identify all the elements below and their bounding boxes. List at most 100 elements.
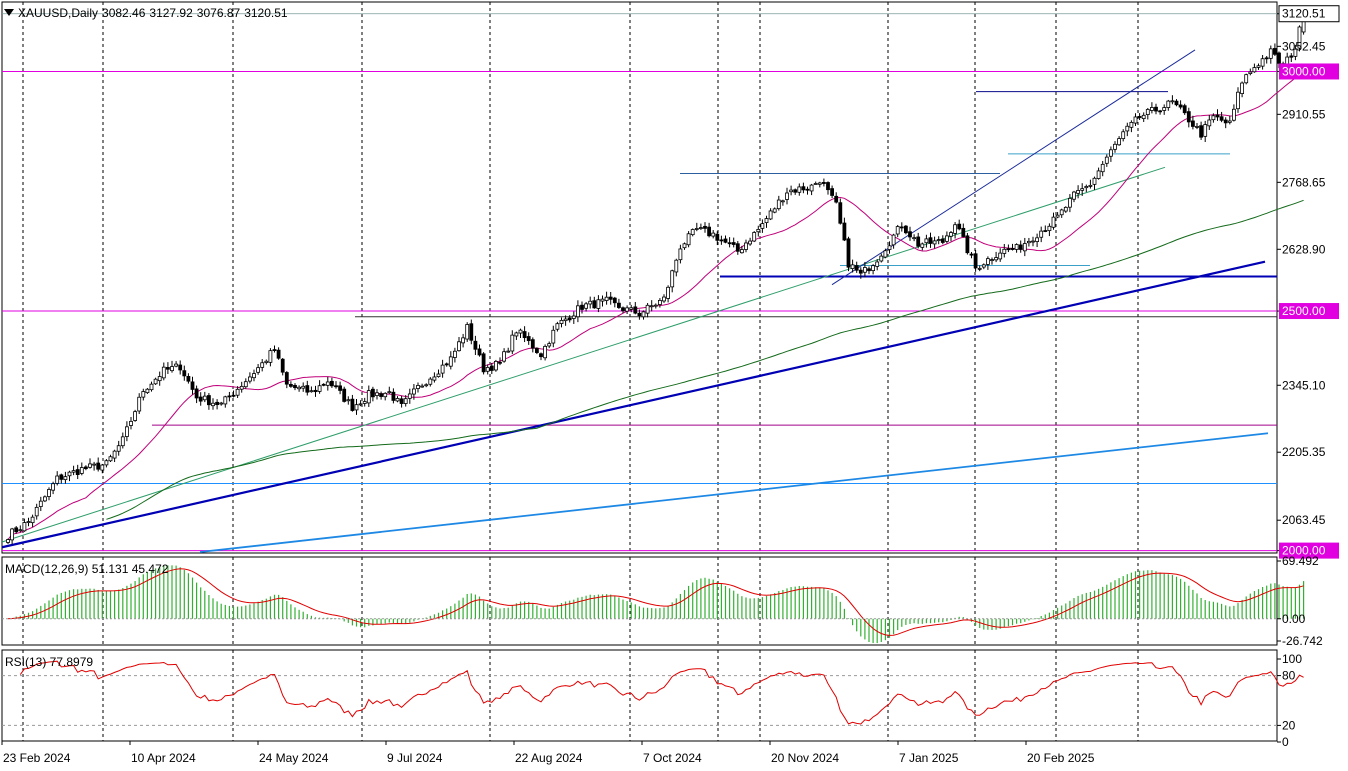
candle-body — [1150, 107, 1154, 111]
candle-body — [366, 390, 371, 404]
candle-body — [465, 324, 470, 340]
candle-body — [1080, 188, 1085, 191]
rsi-tick-label: 20 — [1282, 718, 1296, 732]
candle-body — [555, 323, 560, 330]
candle-body — [539, 353, 543, 358]
candle-body — [715, 233, 720, 241]
candle-body — [608, 296, 613, 300]
candle-body — [662, 296, 666, 302]
candle-body — [735, 243, 740, 252]
candle-body — [916, 236, 921, 247]
candle-body — [149, 383, 154, 391]
candle-body — [1018, 244, 1023, 250]
candle-body — [1244, 74, 1249, 84]
price-tick-label: 2500.00 — [1282, 304, 1326, 318]
candle-body — [116, 445, 121, 452]
high-value: 3127.92 — [149, 6, 193, 20]
candle-body — [1104, 156, 1109, 164]
candle-body — [63, 476, 68, 481]
candle-body — [1039, 230, 1044, 238]
price-tick-label: 2768.65 — [1282, 175, 1326, 189]
candle-body — [998, 252, 1003, 260]
candle-body — [809, 184, 814, 192]
candle-body — [223, 396, 228, 405]
candle-body — [883, 250, 888, 258]
candle-body — [338, 385, 343, 391]
candle-body — [772, 208, 777, 213]
candle-body — [1232, 108, 1236, 121]
candle-body — [1109, 149, 1113, 157]
candle-body — [596, 299, 601, 309]
candle-body — [38, 500, 43, 507]
candle-body — [206, 395, 211, 406]
candle-body — [1072, 191, 1076, 200]
candle-body — [625, 307, 629, 312]
candle-body — [71, 470, 76, 473]
candle-body — [112, 450, 117, 459]
candle-body — [957, 223, 962, 230]
candle-body — [178, 364, 183, 371]
candle-body — [1092, 177, 1097, 185]
candle-body — [621, 307, 625, 312]
candle-body — [604, 296, 609, 301]
candle-body — [231, 394, 236, 397]
candle-body — [47, 489, 51, 497]
candle-body — [854, 265, 859, 271]
price-tick-label: 2628.90 — [1282, 242, 1326, 256]
price-tick-label: 2205.35 — [1282, 445, 1326, 459]
candle-body — [748, 240, 752, 245]
candle-body — [387, 391, 392, 394]
candle-body — [342, 388, 347, 402]
candle-body — [272, 349, 277, 351]
candle-body — [535, 347, 539, 353]
candle-body — [612, 297, 617, 304]
candle-body — [1113, 143, 1117, 150]
candle-body — [1137, 116, 1142, 118]
candle-body — [444, 363, 449, 366]
candle-body — [293, 384, 297, 389]
candle-body — [850, 264, 855, 269]
candle-body — [174, 363, 179, 367]
candle-body — [653, 304, 658, 307]
candle-body — [817, 182, 822, 185]
rsi-tick-label: 80 — [1282, 669, 1296, 683]
candle-body — [1248, 71, 1253, 74]
candle-body — [543, 346, 547, 359]
candle-body — [641, 311, 646, 318]
candle-body — [867, 268, 871, 272]
candle-body — [194, 388, 199, 399]
candle-body — [584, 303, 588, 309]
candle-body — [1010, 247, 1015, 250]
rsi-tick-label: 100 — [1282, 652, 1302, 666]
candle-body — [801, 186, 806, 191]
candle-body — [551, 329, 556, 344]
dropdown-triangle-icon[interactable] — [4, 9, 14, 16]
candle-body — [448, 356, 453, 367]
candle-body — [1182, 105, 1187, 114]
candle-body — [838, 202, 843, 224]
candle-body — [1047, 225, 1052, 232]
last-price-box — [1278, 5, 1340, 23]
candle-body — [190, 381, 195, 390]
candle-body — [1256, 65, 1261, 68]
candle-body — [6, 539, 10, 543]
candle-body — [1264, 57, 1269, 60]
candle-body — [1031, 240, 1035, 243]
candle-body — [383, 392, 388, 398]
candle-body — [752, 232, 757, 242]
candle-body — [945, 235, 949, 242]
candle-body — [30, 516, 35, 524]
candle-body — [674, 259, 679, 273]
candle-body — [153, 378, 158, 385]
level-price-box — [1279, 542, 1339, 559]
candle-body — [420, 385, 425, 388]
price-tick-label: 2063.45 — [1282, 513, 1326, 527]
candle-body — [1068, 197, 1072, 208]
candle-body — [215, 401, 220, 406]
candle-body — [14, 527, 19, 533]
candle-body — [407, 393, 412, 399]
candle-body — [1199, 125, 1203, 138]
low-value: 3076.87 — [196, 6, 241, 20]
candle-body — [325, 381, 330, 386]
